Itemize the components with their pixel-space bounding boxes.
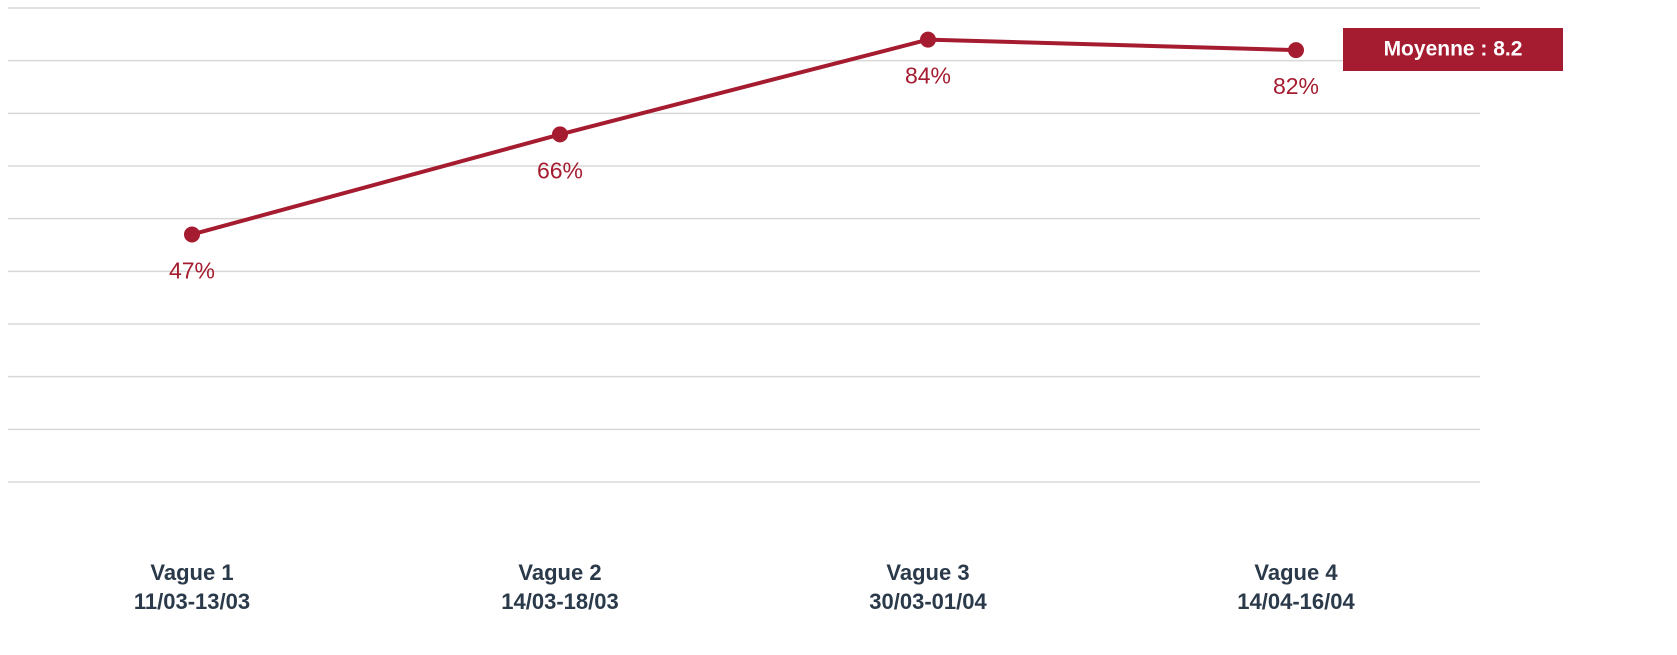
data-label: 82%: [1273, 73, 1319, 99]
point: [552, 126, 568, 143]
data-label: 47%: [169, 258, 215, 284]
point: [1288, 42, 1304, 59]
annotation-box: [1343, 28, 1563, 71]
x-tick-label: Vague 4: [1254, 560, 1338, 585]
line: [191, 37, 1297, 237]
point: [920, 31, 936, 48]
data-label: 84%: [905, 63, 951, 89]
x-tick-label: Vague 3: [886, 560, 969, 585]
annotation: Moyenne : 8.2: [1384, 38, 1523, 61]
point: [184, 226, 200, 243]
data-label: 66%: [537, 157, 583, 183]
x-tick-label: Vague 1: [150, 560, 233, 585]
x-tick-label: 14/04-16/04: [1237, 589, 1355, 614]
x-tick-label: Vague 2: [518, 560, 601, 585]
x-tick-label: 14/03-18/03: [501, 589, 618, 614]
x-tick-label: 30/03-01/04: [869, 589, 987, 614]
x-tick-label: 11/03-13/03: [134, 589, 250, 614]
